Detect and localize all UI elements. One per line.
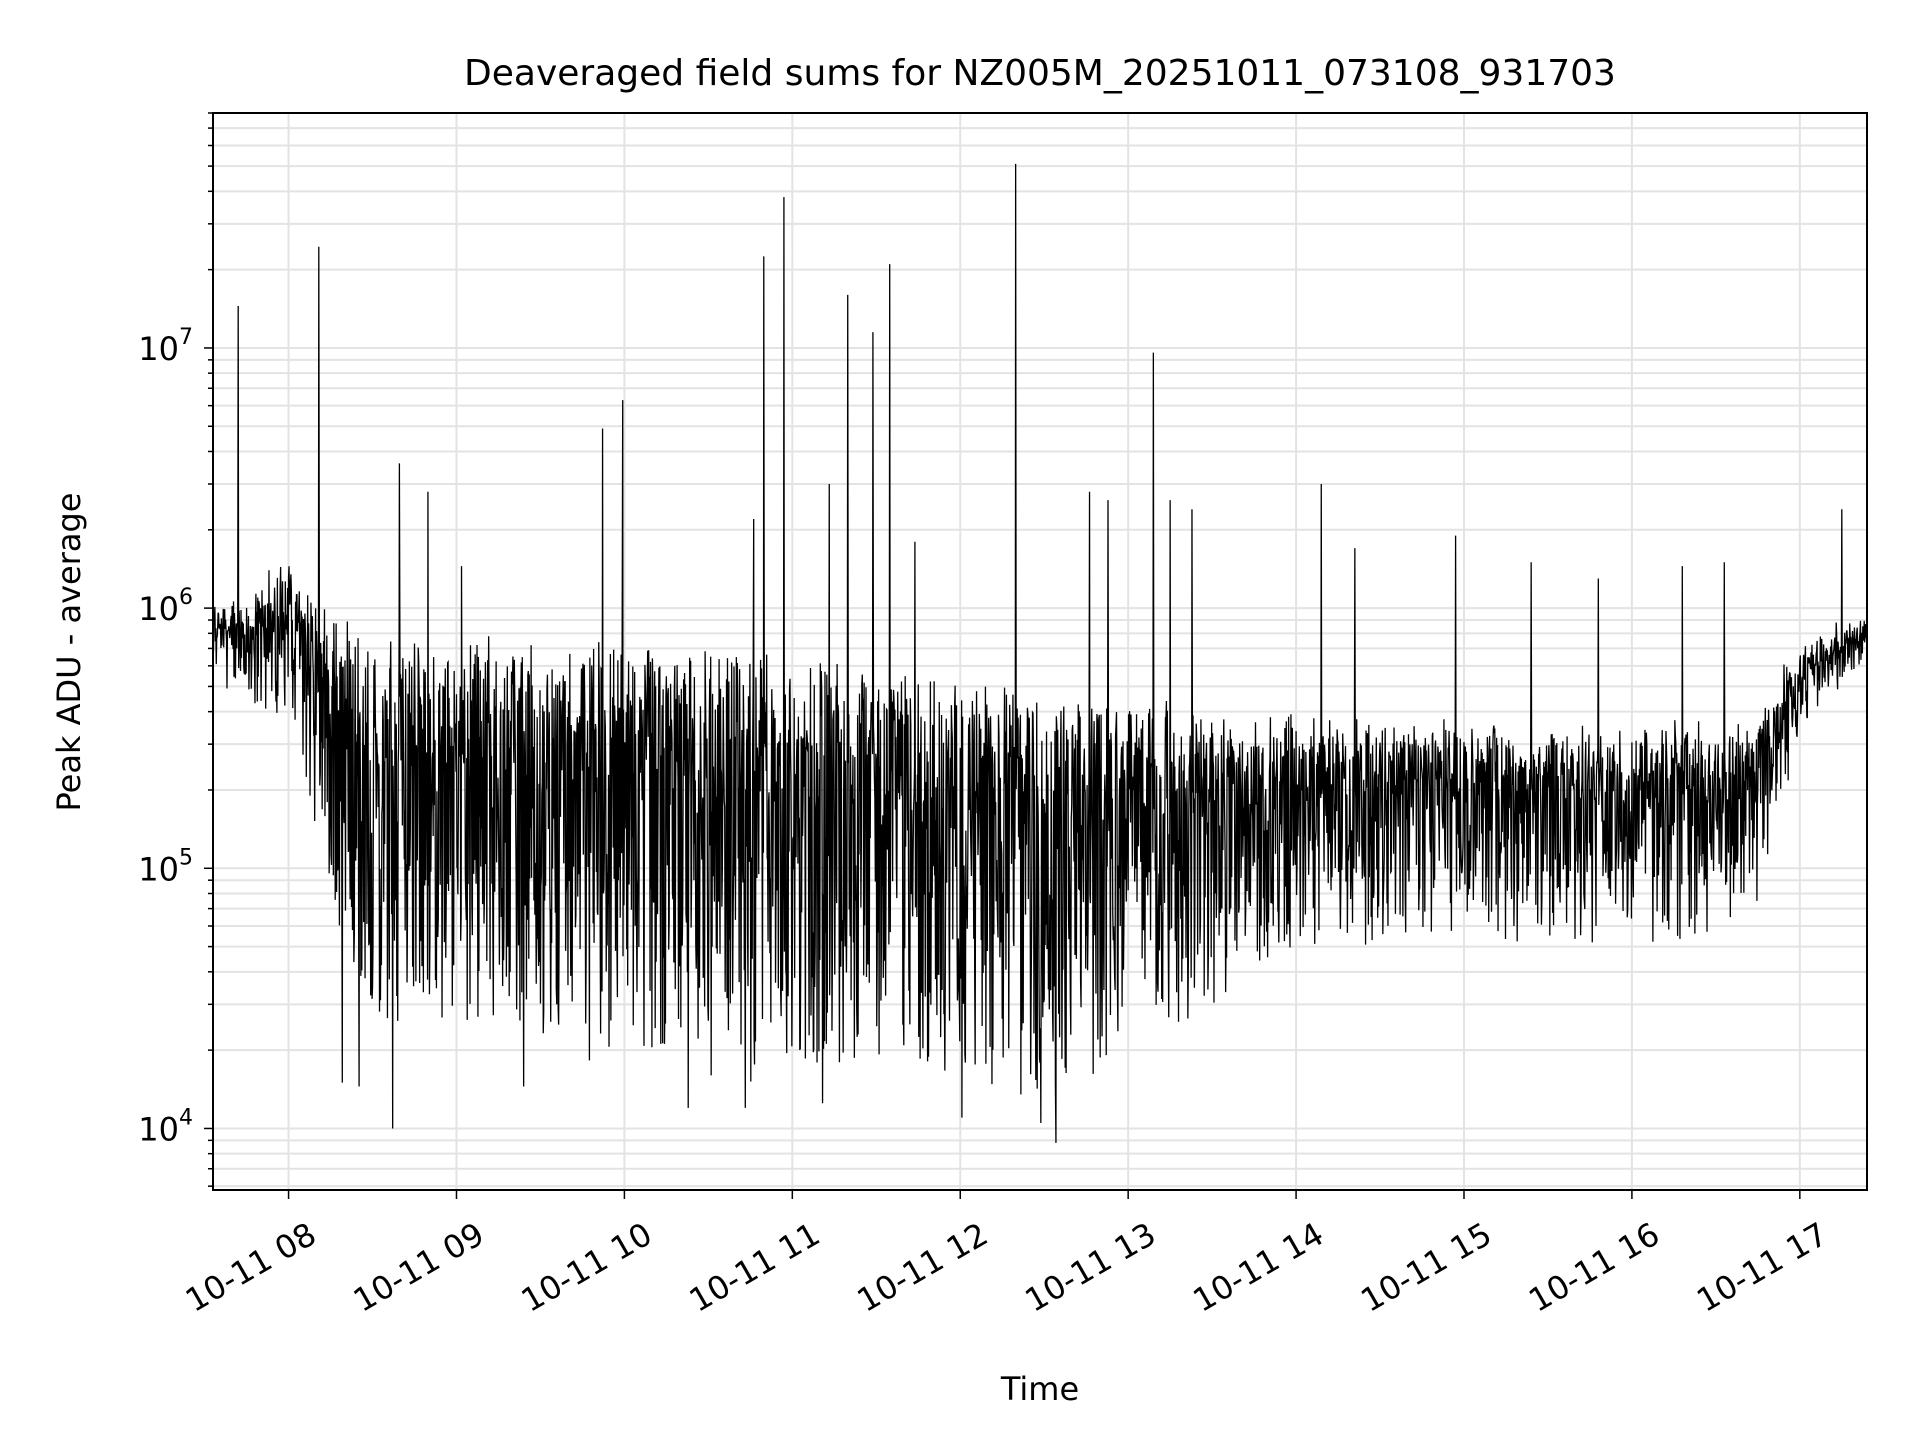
chart-title: Deaveraged field sums for NZ005M_2025101… [464, 53, 1616, 94]
y-tick-label: 104 [138, 1105, 193, 1148]
y-axis-label: Peak ADU - average [50, 493, 88, 812]
axes-frame [212, 112, 1868, 1191]
grid [213, 112, 1867, 1190]
series [213, 163, 1867, 1143]
y-tick-label: 106 [138, 585, 193, 628]
x-axis-label: Time [1000, 1370, 1079, 1408]
ticks [204, 112, 1801, 1199]
series-line [213, 163, 1867, 1143]
y-tick-label: 105 [138, 845, 193, 888]
y-tick-labels: 104 105 106 107 [138, 325, 193, 1148]
y-tick-label: 107 [138, 325, 193, 368]
